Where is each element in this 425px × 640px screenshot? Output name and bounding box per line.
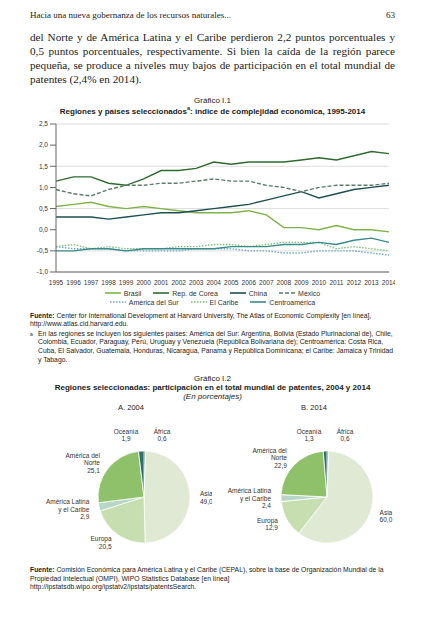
svg-text:2003: 2003 bbox=[189, 278, 204, 285]
svg-text:África0,6: África0,6 bbox=[337, 427, 354, 443]
svg-text:África0,6: África0,6 bbox=[154, 427, 171, 443]
svg-text:Asia60,0: Asia60,0 bbox=[380, 509, 393, 523]
svg-text:2,0: 2,0 bbox=[39, 141, 48, 148]
html-text:China: China bbox=[248, 289, 268, 297]
svg-text:2013: 2013 bbox=[364, 278, 379, 285]
svg-text:1995: 1995 bbox=[49, 278, 64, 285]
svg-text:1996: 1996 bbox=[66, 278, 81, 285]
svg-text:2005: 2005 bbox=[224, 278, 239, 285]
html-text:México: México bbox=[298, 289, 321, 297]
svg-text:Europa12,9: Europa12,9 bbox=[257, 517, 278, 532]
svg-text:-0,5: -0,5 bbox=[37, 247, 49, 254]
svg-text:América Latinay el Caribe2,4: América Latinay el Caribe2,4 bbox=[228, 488, 272, 510]
html-text:Brasil: Brasil bbox=[123, 289, 142, 297]
svg-text:0,0: 0,0 bbox=[39, 226, 48, 233]
html-text:Regiones seleccionadas: partic: Regiones seleccionadas: participación en… bbox=[54, 383, 371, 393]
svg-text:2014: 2014 bbox=[382, 278, 395, 285]
html-text:a: a bbox=[30, 330, 33, 337]
svg-text:1,5: 1,5 bbox=[39, 162, 48, 169]
svg-text:2010: 2010 bbox=[312, 278, 327, 285]
html-text:El Caribe: El Caribe bbox=[209, 298, 239, 306]
svg-text:2002: 2002 bbox=[171, 278, 186, 285]
svg-text:0,5: 0,5 bbox=[39, 205, 48, 212]
svg-text:2006: 2006 bbox=[242, 278, 257, 285]
html-text:(En porcentajes): (En porcentajes) bbox=[183, 392, 242, 402]
svg-text:1997: 1997 bbox=[84, 278, 99, 285]
svg-text:2004: 2004 bbox=[207, 278, 222, 285]
svg-text:2009: 2009 bbox=[294, 278, 309, 285]
html-text:A. 2004: A. 2004 bbox=[118, 403, 144, 413]
html-text:Gráfico I.1: Gráfico I.1 bbox=[194, 96, 231, 105]
svg-text:2008: 2008 bbox=[277, 278, 292, 285]
svg-text:Europa20,5: Europa20,5 bbox=[91, 536, 112, 551]
svg-text:Asia49,0: Asia49,0 bbox=[200, 490, 212, 505]
svg-text:1,0: 1,0 bbox=[39, 183, 48, 190]
svg-text:América Latinay el Caribe2,9: América Latinay el Caribe2,9 bbox=[46, 498, 90, 520]
html-text:Rep. de Corea: Rep. de Corea bbox=[172, 289, 218, 297]
html-text:Fuente: Center for Internation: Fuente: Center for International Develop… bbox=[30, 311, 372, 328]
html-text:Regiones y países seleccionado: Regiones y países seleccionadosa: índice… bbox=[59, 105, 366, 116]
svg-text:1998: 1998 bbox=[101, 278, 116, 285]
html-text:América del Sur: América del Sur bbox=[128, 298, 179, 306]
svg-text:-1,0: -1,0 bbox=[37, 268, 49, 275]
svg-text:1999: 1999 bbox=[119, 278, 134, 285]
svg-text:América delNorte22,9: América delNorte22,9 bbox=[252, 447, 287, 469]
svg-text:Oceanía1,9: Oceanía1,9 bbox=[114, 428, 139, 443]
svg-text:Oceanía1,3: Oceanía1,3 bbox=[297, 428, 322, 443]
html-text:Centroamérica: Centroamérica bbox=[269, 298, 316, 306]
svg-text:2000: 2000 bbox=[136, 278, 151, 285]
svg-text:América delNorte25,1: América delNorte25,1 bbox=[66, 452, 101, 474]
html-text:En las regiones se incluyen lo: En las regiones se incluyen los siguient… bbox=[38, 329, 394, 363]
svg-text:2001: 2001 bbox=[154, 278, 169, 285]
html-text:63: 63 bbox=[386, 10, 395, 20]
svg-text:2,5: 2,5 bbox=[39, 120, 48, 127]
svg-text:2007: 2007 bbox=[259, 278, 274, 285]
svg-text:2012: 2012 bbox=[347, 278, 362, 285]
html-text:Gráfico I.2: Gráfico I.2 bbox=[194, 374, 231, 384]
html-text:del Norte y de América Latina: del Norte y de América Latina y el Carib… bbox=[30, 31, 395, 85]
html-text:B. 2014: B. 2014 bbox=[301, 403, 327, 413]
html-text:Fuente: Comisión Económica par: Fuente: Comisión Económica para América … bbox=[30, 566, 384, 591]
svg-text:2011: 2011 bbox=[329, 278, 343, 285]
html-text:Hacia una nueva gobernanza de: Hacia una nueva gobernanza de los recurs… bbox=[30, 10, 231, 20]
